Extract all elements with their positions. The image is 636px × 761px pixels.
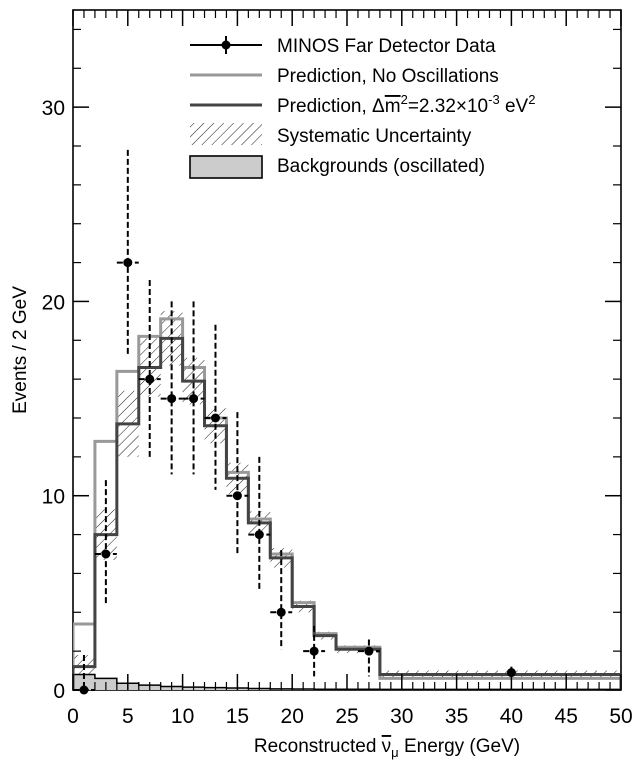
y-tick-label: 10	[42, 486, 65, 509]
data-points-layer	[73, 149, 516, 695]
legend: MINOS Far Detector Data Prediction, No O…	[189, 36, 535, 179]
data-point	[145, 374, 155, 384]
legend-entry-osc: Prediction, Δm2=2.32×10-3 eV2	[190, 92, 535, 117]
legend-entry-data: MINOS Far Detector Data	[190, 36, 496, 57]
x-tick-label: 25	[335, 705, 358, 728]
x-tick-label: 0	[67, 705, 79, 728]
legend-bkg-label: Backgrounds (oscillated)	[277, 156, 485, 177]
data-point	[506, 668, 516, 678]
x-tick-label: 40	[500, 705, 523, 728]
legend-syst-swatch	[190, 123, 262, 145]
axis-ticks: 0 5 10 15 20 25 30 35 40 45 50 0 10 20 30	[42, 10, 633, 728]
x-axis-label: Reconstructed νμ Energy (GeV)	[254, 736, 520, 760]
x-tick-label: 20	[281, 705, 304, 728]
x-axis-label-prefix: Reconstructed	[254, 736, 382, 757]
data-point	[276, 607, 286, 617]
y-tick-label: 0	[53, 680, 65, 703]
x-tick-label: 5	[122, 705, 134, 728]
no-oscillation-line	[73, 317, 621, 690]
legend-osc-unit-sq: 2	[528, 92, 535, 107]
legend-osc-unit: eV	[500, 96, 529, 117]
legend-data-marker	[221, 40, 231, 50]
legend-entry-no-osc: Prediction, No Oscillations	[190, 66, 499, 87]
data-point	[254, 530, 264, 540]
legend-entry-syst: Systematic Uncertainty	[190, 123, 472, 147]
legend-data-label: MINOS Far Detector Data	[277, 36, 496, 57]
x-tick-label: 50	[609, 705, 632, 728]
data-point	[101, 549, 111, 559]
legend-syst-label: Systematic Uncertainty	[277, 126, 472, 147]
legend-osc-eq: =2.32×10	[408, 96, 488, 117]
x-tick-label: 35	[445, 705, 468, 728]
legend-bkg-swatch	[189, 155, 263, 179]
legend-osc-m: m	[385, 96, 401, 117]
data-point	[123, 258, 133, 268]
x-tick-label: 30	[390, 705, 413, 728]
y-axis-label: Events / 2 GeV	[10, 286, 31, 414]
x-axis-label-symbol: ν	[382, 736, 392, 757]
legend-no-osc-label: Prediction, No Oscillations	[277, 66, 499, 87]
data-point	[232, 491, 242, 501]
data-point	[309, 646, 319, 656]
x-tick-label: 45	[555, 705, 578, 728]
legend-entry-bkg: Backgrounds (oscillated)	[189, 155, 485, 179]
x-tick-label: 15	[226, 705, 249, 728]
legend-osc-label: Prediction, Δm2=2.32×10-3 eV2	[277, 92, 535, 117]
legend-osc-exp: -3	[488, 92, 500, 107]
x-axis-label-suffix: Energy (GeV)	[399, 736, 520, 757]
data-point	[189, 394, 199, 404]
x-axis-label-sub: μ	[391, 745, 399, 760]
data-point	[167, 394, 177, 404]
y-tick-label: 20	[42, 291, 65, 314]
data-point	[210, 413, 220, 423]
y-tick-label: 30	[42, 97, 65, 120]
x-tick-label: 10	[171, 705, 194, 728]
data-point	[364, 646, 374, 656]
legend-osc-sq: 2	[401, 92, 408, 107]
legend-osc-prefix: Prediction, Δ	[277, 96, 385, 117]
